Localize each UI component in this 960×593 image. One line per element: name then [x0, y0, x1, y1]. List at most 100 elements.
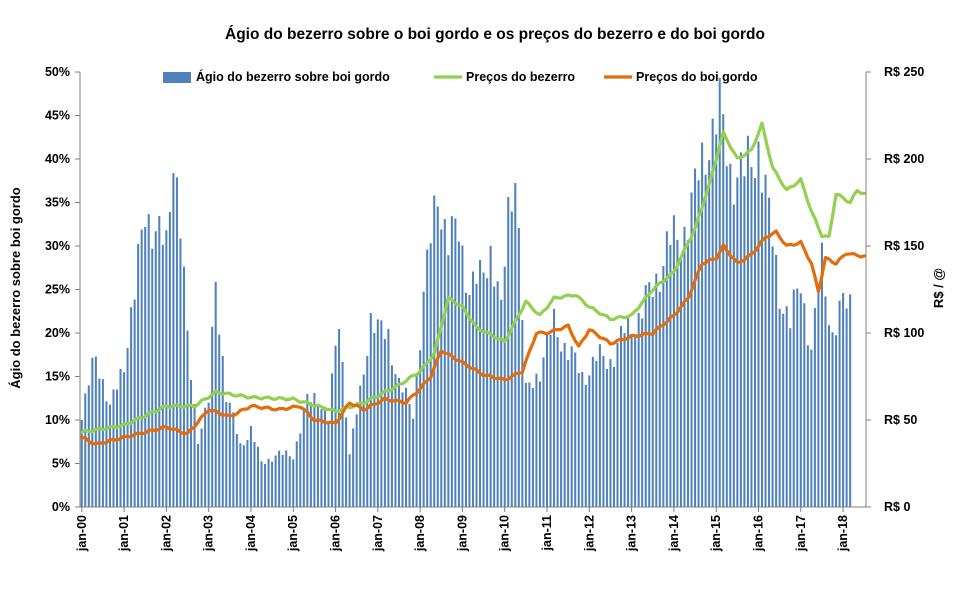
agio-bar — [161, 244, 164, 508]
y-left-tick-label: 5% — [52, 457, 70, 471]
x-tick-label: jan-09 — [455, 515, 469, 552]
agio-bar — [831, 332, 834, 507]
agio-bar — [151, 248, 154, 507]
agio-bar — [464, 292, 467, 507]
agio-bar — [334, 345, 337, 507]
agio-bar — [267, 458, 270, 507]
agio-bar — [327, 421, 330, 507]
y-left-tick-label: 0% — [52, 500, 70, 514]
agio-bar — [309, 402, 312, 507]
x-tick-label: jan-13 — [625, 515, 639, 552]
agio-bar — [792, 289, 795, 507]
agio-bar — [577, 373, 580, 507]
agio-bar — [454, 218, 457, 507]
x-tick-label: jan-12 — [582, 515, 596, 552]
x-tick-label: jan-16 — [751, 515, 765, 552]
x-tick-label: jan-04 — [244, 515, 258, 552]
x-tick-label: jan-11 — [540, 515, 554, 551]
y-axis-right-label: R$ / @ — [931, 268, 946, 308]
agio-bar — [725, 166, 728, 508]
agio-bar — [362, 374, 365, 507]
agio-bar — [496, 281, 499, 507]
agio-bar — [154, 231, 157, 508]
agio-bar — [461, 245, 464, 507]
agio-bar — [697, 180, 700, 507]
agio-bar — [669, 245, 672, 507]
agio-bar — [609, 359, 612, 507]
agio-bar — [768, 197, 771, 508]
agio-bar — [514, 183, 517, 507]
agio-bar — [835, 335, 838, 507]
agio-bar — [567, 359, 570, 507]
agio-bar — [676, 239, 679, 507]
agio-bar — [711, 118, 714, 507]
agio-bar — [729, 163, 732, 508]
agio-bar — [108, 404, 111, 507]
agio-bar — [708, 160, 711, 508]
agio-bar — [387, 328, 390, 507]
agio-bar — [531, 388, 534, 507]
agio-bar — [123, 372, 126, 507]
agio-bar — [679, 257, 682, 507]
agio-bar — [200, 428, 203, 507]
agio-bar — [493, 286, 496, 507]
agio-bar — [302, 409, 305, 507]
agio-bar — [419, 350, 422, 507]
x-tick-label: jan-15 — [709, 515, 723, 552]
x-tick-label: jan-17 — [794, 515, 808, 552]
x-tick-label: jan-14 — [667, 515, 681, 552]
y-left-tick-label: 25% — [45, 283, 70, 297]
legend-label-agio: Ágio do bezerro sobre boi gordo — [196, 69, 390, 84]
agio-bar — [457, 241, 460, 508]
agio-bar — [147, 214, 150, 508]
agio-bar — [366, 355, 369, 507]
agio-bar — [341, 361, 344, 507]
agio-bar — [591, 356, 594, 507]
agio-bar — [782, 313, 785, 507]
y-axis-left-label: Ágio do bezerro sobre boi gordo — [8, 187, 23, 389]
agio-bar — [648, 282, 651, 507]
agio-bar — [239, 443, 242, 507]
agio-bar — [299, 433, 302, 507]
agio-bar — [623, 333, 626, 507]
legend-label-bezerro: Preços do bezerro — [466, 70, 575, 84]
y-left-tick-label: 40% — [45, 152, 70, 166]
agio-bar — [352, 428, 355, 507]
agio-bar — [655, 273, 658, 507]
agio-bar — [274, 455, 277, 507]
agio-bar — [672, 215, 675, 508]
agio-bar — [320, 409, 323, 507]
agio-bar — [179, 238, 182, 508]
agio-bar — [602, 356, 605, 507]
agio-bar — [383, 339, 386, 507]
agio-bar — [281, 454, 284, 507]
agio-bar — [644, 285, 647, 507]
y-left-tick-label: 45% — [45, 109, 70, 123]
agio-bar — [390, 365, 393, 507]
agio-bar — [211, 326, 214, 507]
agio-bar — [112, 389, 115, 507]
agio-bar — [394, 374, 397, 507]
x-tick-label: jan-08 — [413, 515, 427, 552]
agio-bar — [285, 450, 288, 507]
agio-bar — [486, 278, 489, 507]
agio-bar — [168, 212, 171, 507]
agio-bar — [260, 461, 263, 507]
agio-bar — [165, 230, 168, 508]
agio-bar — [359, 385, 362, 507]
agio-bar — [190, 379, 193, 507]
legend-label-boi-gordo: Preços do boi gordo — [636, 70, 758, 84]
agio-bar — [796, 288, 799, 507]
agio-bar — [739, 152, 742, 507]
agio-bar — [683, 226, 686, 507]
agio-bar — [810, 349, 813, 507]
agio-bar — [94, 356, 97, 507]
boi-gordo-price-line — [80, 229, 866, 446]
agio-bar — [408, 403, 411, 507]
line-series — [80, 121, 866, 446]
agio-bar — [443, 219, 446, 507]
agio-bar — [401, 392, 404, 507]
y-left-tick-label: 35% — [45, 196, 70, 210]
agio-bar — [820, 242, 823, 508]
agio-bar — [232, 412, 235, 507]
